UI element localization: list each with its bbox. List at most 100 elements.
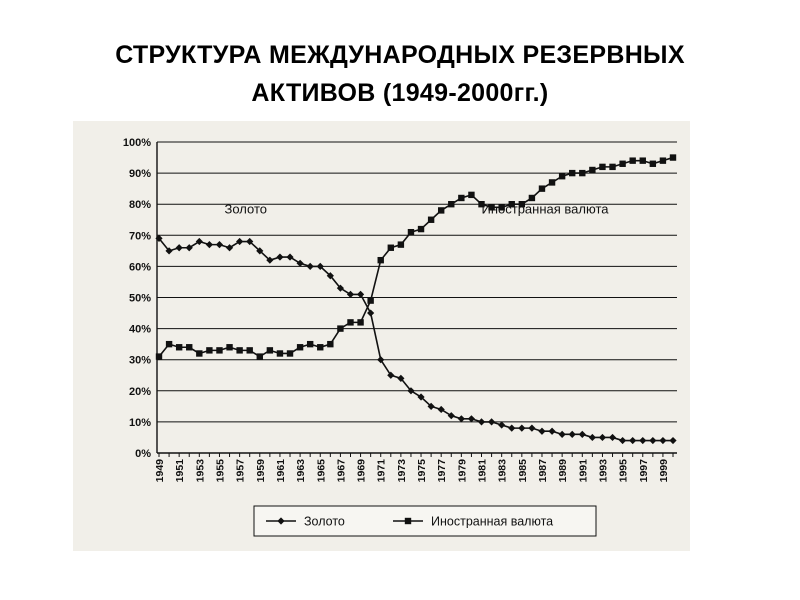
data-point [518,201,526,208]
data-point [215,241,224,249]
data-point [377,356,385,364]
legend-label: Золото [304,515,345,529]
data-point [175,344,183,351]
scanned-chart-image: 0% 10% 20% 30% 40% 50% 60% 70% 80% 90% 100% 1949 195… [73,121,690,551]
data-point [588,433,596,442]
x-tick-label: 1961 [275,459,287,483]
x-tick-label: 1975 [416,459,428,483]
data-point [498,421,506,429]
data-point [186,344,193,351]
slide-title-line2: АКТИВОВ (1949-2000гг.) [251,79,549,107]
y-tick-label: 60% [129,261,151,273]
data-point [377,256,384,264]
data-point [629,436,637,445]
x-tick-label: 1985 [517,459,529,483]
data-point [608,433,617,442]
x-tick-label: 1955 [214,459,226,483]
x-tick-label: 1949 [154,459,166,483]
data-point [609,163,616,171]
series-line [158,156,674,358]
data-point [357,319,364,326]
data-point [649,160,657,167]
y-tick-label: 20% [129,386,151,398]
data-point [659,157,667,164]
x-tick-label: 1995 [618,459,630,483]
data-point [236,347,243,354]
series-annotation-foreign-currency: Иностранная валюта [482,202,610,217]
legend-marker [277,517,285,525]
data-point [266,347,274,354]
data-point [649,436,657,445]
data-point [569,169,576,177]
data-point [427,216,435,223]
data-point [155,234,163,243]
data-point [458,194,465,202]
x-tick-label: 1959 [255,459,267,483]
data-point [598,433,607,442]
data-point [407,387,415,395]
data-point [256,247,264,255]
x-tick-label: 1965 [315,459,327,483]
x-tick-label: 1999 [658,459,670,483]
data-point [346,290,355,298]
data-point [558,430,566,438]
data-point [447,412,455,420]
data-point [225,244,234,252]
data-point [286,350,294,357]
data-point [296,259,304,267]
data-point [639,157,646,164]
data-point [468,191,475,199]
data-point [427,402,435,410]
data-point [508,424,516,432]
data-point [467,415,476,423]
data-point [327,340,334,348]
data-point [246,347,253,354]
x-tick-label: 1987 [537,459,549,483]
y-tick-label: 80% [129,199,151,211]
x-tick-label: 1957 [235,459,247,483]
slide-title: СТРУКТУРА МЕЖДУНАРОДНЫХ РЕЗЕРВНЫХ АКТИВО… [0,36,800,112]
data-point [417,225,425,233]
data-point [336,284,345,292]
data-point [206,347,213,354]
data-point [528,424,536,432]
y-tick-label: 100% [123,137,151,149]
data-point [276,350,284,357]
data-point [578,430,586,438]
y-tick-label: 30% [129,355,151,367]
data-point [478,201,485,208]
data-point [246,237,254,246]
data-point [337,325,344,332]
x-tick-label: 1997 [638,459,650,483]
slide-title-line1: СТРУКТУРА МЕЖДУНАРОДНЫХ РЕЗЕРВНЫХ [115,41,685,69]
data-point [629,157,636,164]
legend-box [253,505,597,537]
data-point [508,201,515,208]
data-point [216,347,223,354]
data-point [548,427,556,435]
data-point [498,204,505,211]
data-point [518,424,526,432]
data-point [488,204,495,211]
x-tick-label: 1977 [436,459,448,483]
data-point [266,256,274,264]
data-point [165,340,173,348]
data-point [387,244,395,251]
x-tick-label: 1991 [577,459,589,483]
data-point [276,253,284,261]
x-tick-label: 1953 [194,459,206,483]
data-point [579,169,586,177]
y-tick-label: 40% [129,324,151,336]
data-point [437,207,445,214]
x-tick-label: 1979 [456,459,468,483]
y-tick-label: 0% [135,448,151,460]
data-point [205,241,213,249]
series-annotation-gold: Золото [225,202,268,217]
series-line [158,237,673,442]
data-point [568,430,576,438]
data-point [669,436,677,445]
data-point [417,393,425,401]
x-tick-label: 1963 [295,459,307,483]
x-tick-label: 1983 [497,459,509,483]
x-tick-label: 1971 [376,459,388,483]
